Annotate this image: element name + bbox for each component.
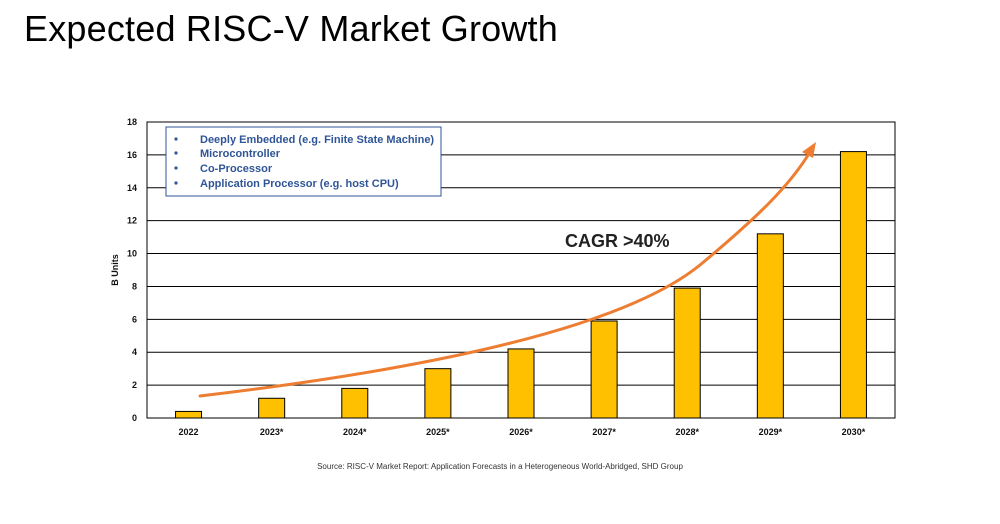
y-tick-label: 8 <box>132 281 137 291</box>
y-tick-label: 10 <box>127 249 137 259</box>
bar <box>673 287 701 419</box>
x-tick-label: 2023* <box>260 427 284 437</box>
x-tick-label: 2029* <box>759 427 783 437</box>
legend: Deeply Embedded (e.g. Finite State Machi… <box>165 126 442 197</box>
plot-frame <box>146 121 896 419</box>
trend-arrow <box>198 150 812 398</box>
source-note: Source: RISC-V Market Report: Applicatio… <box>317 462 683 471</box>
x-tick-label: 2024* <box>343 427 367 437</box>
y-tick-label: 4 <box>132 347 137 357</box>
legend-bullet <box>174 151 178 155</box>
legend-item: Microcontroller <box>200 148 281 160</box>
y-tick-label: 14 <box>127 183 137 193</box>
y-tick-label: 0 <box>132 413 137 423</box>
legend-box <box>165 126 442 197</box>
bar <box>590 320 618 419</box>
x-tick-label: 2022 <box>179 427 199 437</box>
x-tick-label: 2028* <box>675 427 699 437</box>
trend-arrowhead <box>802 142 816 158</box>
page-title: Expected RISC-V Market Growth <box>24 8 558 49</box>
cagr-label: CAGR >40% <box>565 231 670 251</box>
y-axis-label: B Units <box>110 254 120 286</box>
legend-item: Deeply Embedded (e.g. Finite State Machi… <box>200 134 434 146</box>
x-tick-label: 2030* <box>842 427 866 437</box>
bar <box>756 233 784 419</box>
y-tick-label: 2 <box>132 380 137 390</box>
bar <box>258 397 286 419</box>
y-tick-labels: 0 2 4 6 8 10 12 14 16 18 <box>127 117 137 423</box>
legend-item: Co-Processor <box>200 163 273 175</box>
x-tick-label: 2027* <box>592 427 616 437</box>
legend-bullet <box>174 181 178 185</box>
bar <box>341 387 369 419</box>
x-tick-labels: 2022 2023* 2024* 2025* 2026* 2027* 2028* 2029* 2… <box>179 427 866 437</box>
bar <box>175 410 203 419</box>
x-tick-label: 2026* <box>509 427 533 437</box>
bars <box>175 151 867 419</box>
y-tick-label: 6 <box>132 314 137 324</box>
y-tick-label: 12 <box>127 216 137 226</box>
bar <box>424 368 452 419</box>
legend-bullet <box>174 166 178 170</box>
y-tick-label: 18 <box>127 117 137 127</box>
bar <box>839 151 867 419</box>
y-tick-label: 16 <box>127 150 137 160</box>
legend-bullet <box>174 137 178 141</box>
bar <box>507 348 535 419</box>
legend-item: Application Processor (e.g. host CPU) <box>200 178 399 190</box>
x-tick-label: 2025* <box>426 427 450 437</box>
